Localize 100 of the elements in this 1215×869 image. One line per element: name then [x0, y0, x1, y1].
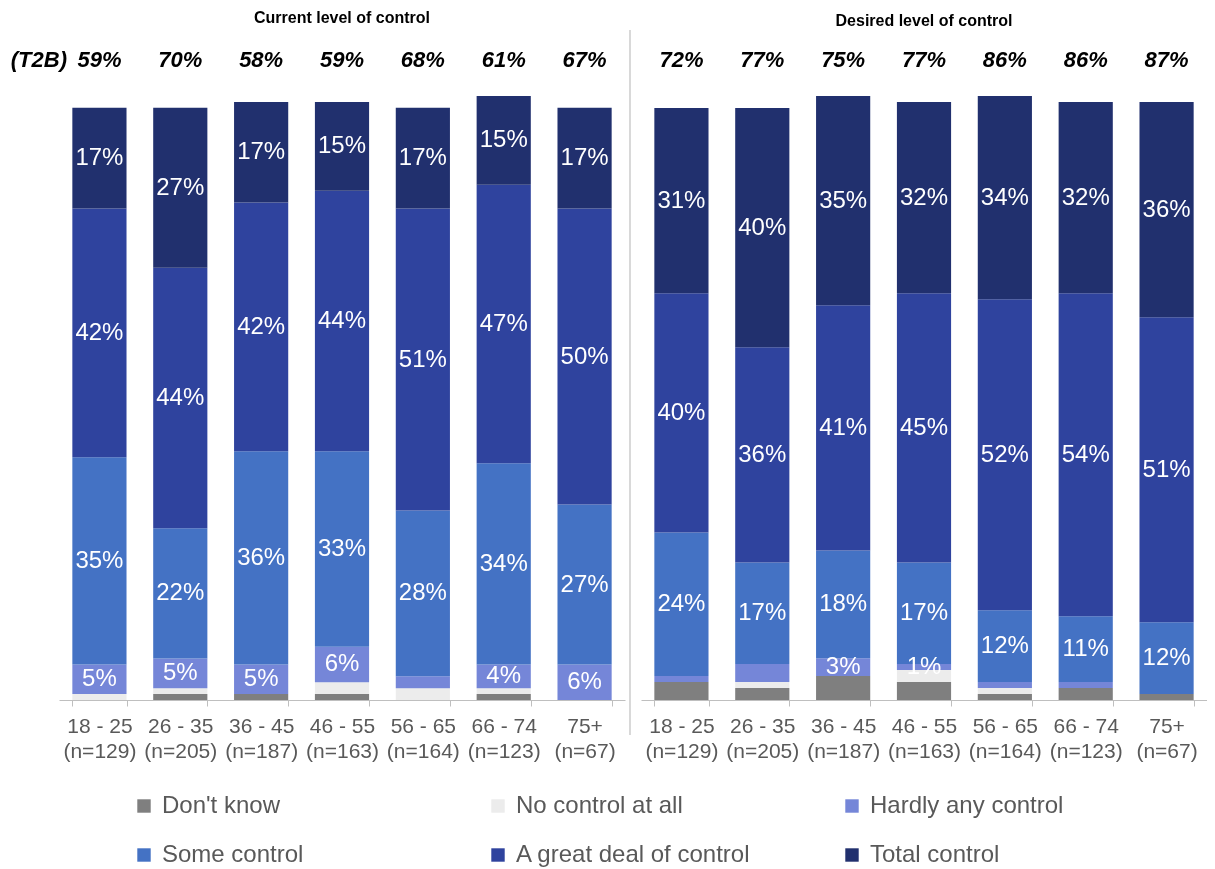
text: 86% — [1063, 47, 1108, 72]
data-label: 34% — [980, 182, 1029, 210]
bar — [395, 107, 450, 209]
bar — [153, 267, 208, 529]
bar — [816, 676, 871, 700]
text: 59% — [77, 47, 122, 72]
x-tick-label: 75+ (n=67) — [1136, 713, 1198, 762]
text: 77% — [740, 47, 785, 72]
data-label: 5% — [82, 664, 117, 692]
x-tick-label: 56 - 65 (n=164) — [386, 713, 460, 762]
bar — [314, 694, 370, 700]
bar — [896, 682, 952, 700]
bar — [977, 688, 1032, 695]
text: 59% — [319, 47, 365, 72]
bar — [395, 688, 450, 700]
text: 70% — [158, 47, 203, 72]
data-label: 31% — [657, 185, 706, 213]
bar — [476, 96, 531, 185]
data-label: 5% — [243, 664, 279, 692]
text: 86% — [982, 47, 1027, 72]
text: 75% — [821, 47, 866, 72]
legend-label: Total control — [870, 840, 1000, 867]
bar — [314, 682, 370, 695]
data-label: 17% — [738, 598, 787, 626]
bar — [896, 101, 952, 294]
x-tick-label: 46 - 55 (n=163) — [888, 713, 961, 762]
bar — [1139, 101, 1194, 318]
data-label: 11% — [1062, 634, 1109, 662]
x-tick-label: 56 - 65 (n=164) — [968, 713, 1042, 762]
bar — [314, 451, 370, 647]
bar — [476, 184, 531, 464]
bar — [395, 208, 450, 511]
x-tick-label: 46 - 55 (n=163) — [306, 713, 379, 762]
data-label: 47% — [479, 308, 528, 336]
bar — [1058, 293, 1113, 617]
bar — [735, 347, 790, 563]
legend-label: Hardly any control — [870, 791, 1064, 818]
bar — [557, 208, 612, 505]
x-tick-label: 66 - 74 (n=123) — [1049, 713, 1123, 762]
bar — [72, 457, 127, 665]
data-label: 54% — [1061, 439, 1110, 467]
data-label: 6% — [324, 649, 360, 677]
bar — [153, 694, 208, 700]
bar — [1058, 682, 1113, 689]
x-tick-label: 26 - 35 (n=205) — [144, 713, 218, 762]
x-tick-label: 26 - 35 (n=205) — [726, 713, 800, 762]
data-label: 42% — [237, 311, 286, 339]
data-label: 6% — [567, 667, 602, 695]
data-label: 51% — [398, 344, 447, 372]
bar — [557, 107, 612, 209]
data-label: 35% — [75, 545, 124, 573]
data-label: 15% — [479, 125, 528, 153]
data-label: 17% — [398, 143, 447, 171]
bar — [72, 694, 127, 700]
bar — [816, 96, 871, 306]
data-label: 17% — [237, 137, 286, 165]
data-label: 40% — [657, 397, 706, 425]
bar — [1139, 317, 1194, 623]
bar — [654, 676, 709, 683]
legend-label: Don't know — [162, 791, 281, 818]
data-label: 18% — [819, 589, 868, 617]
bar — [234, 694, 289, 700]
data-label: 5% — [162, 658, 198, 686]
bar — [1139, 694, 1194, 700]
data-label: 28% — [398, 578, 447, 606]
legend-label: Some control — [162, 840, 304, 867]
x-tick-label: 36 - 45 (n=187) — [807, 713, 881, 762]
data-label: 17% — [560, 143, 609, 171]
bar — [314, 101, 370, 191]
bar — [153, 528, 208, 659]
bar — [654, 532, 709, 677]
bar — [977, 299, 1032, 611]
data-label: 33% — [317, 534, 367, 561]
bar — [816, 550, 871, 659]
bar — [314, 190, 370, 452]
text: 72% — [659, 47, 704, 72]
data-label: 36% — [1142, 194, 1191, 222]
chart-title: Current level of control — [253, 9, 431, 26]
data-label: 40% — [738, 212, 787, 240]
data-label: 17% — [899, 598, 949, 626]
bar — [735, 107, 790, 348]
bar — [1058, 616, 1113, 683]
bar — [476, 463, 531, 665]
data-label: 44% — [317, 306, 367, 334]
data-label: 32% — [899, 182, 949, 210]
data-label: 24% — [657, 589, 706, 617]
text: 77% — [901, 47, 947, 72]
data-label: 12% — [980, 631, 1029, 659]
data-label: 52% — [980, 439, 1029, 467]
x-tick-label: 18 - 25 (n=129) — [63, 713, 137, 762]
text: 67% — [562, 47, 607, 72]
text: (T2B) — [10, 47, 67, 72]
bar — [735, 664, 790, 683]
bar — [816, 305, 871, 551]
bar — [977, 682, 1032, 689]
bar — [72, 107, 127, 209]
bar — [72, 208, 127, 458]
bar — [735, 682, 790, 689]
legend-label: No control at all — [516, 791, 683, 818]
bar — [977, 610, 1032, 683]
